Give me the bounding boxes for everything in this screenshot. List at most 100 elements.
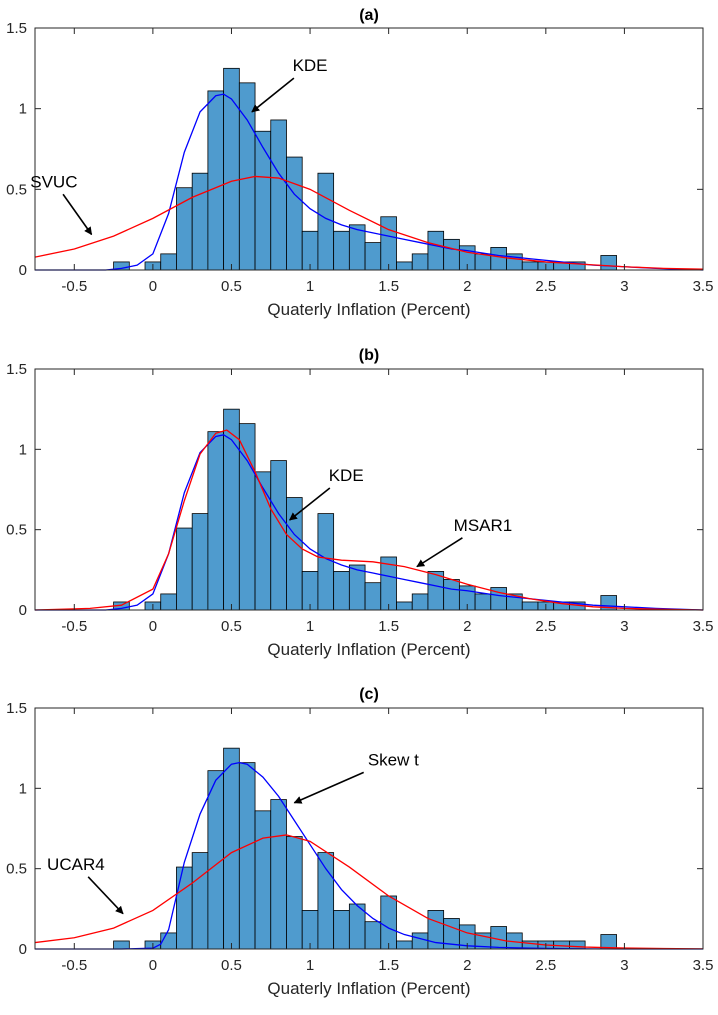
histogram-bar [411, 593, 429, 611]
annotation-label: SVUC [30, 172, 77, 191]
y-tick-label: 0.5 [6, 861, 27, 878]
annotation-arrow [251, 77, 295, 113]
x-tick-label: 2.5 [535, 278, 556, 295]
annotation-label: UCAR4 [47, 855, 105, 874]
histogram-bar [207, 90, 225, 271]
x-tick-label: 0 [149, 618, 157, 635]
x-tick-label: 3 [620, 278, 628, 295]
x-tick-label: 2 [463, 618, 471, 635]
histogram-bar [270, 799, 287, 950]
histogram-bar [474, 253, 492, 271]
histogram-bar [427, 230, 445, 271]
annotation-label: MSAR1 [454, 516, 513, 535]
histogram-bar [364, 582, 382, 611]
histogram-bar [333, 571, 350, 611]
x-tick-label: 1 [306, 618, 314, 635]
histogram-bar [396, 261, 413, 271]
histogram-bars [113, 408, 617, 611]
annotation-skew-t: Skew t [293, 750, 419, 804]
y-tick-label: 0 [19, 602, 27, 619]
x-tick-label: 3 [620, 618, 628, 635]
axes-box [34, 368, 704, 611]
series-line-msar1 [34, 429, 704, 611]
y-tick-label: 0 [19, 941, 27, 958]
histogram-bars [113, 67, 617, 271]
x-tick-label: 3 [620, 957, 628, 974]
x-tick-label: 0.5 [221, 278, 242, 295]
x-tick-label: 3.5 [693, 957, 714, 974]
histogram-bar [176, 866, 193, 950]
annotation-label: Skew t [368, 750, 419, 769]
histogram-bar [191, 513, 209, 611]
histogram-bar [333, 230, 350, 271]
histogram-bar [254, 471, 272, 611]
chart-panel-2: (b) -0.5 0 0.5 1 1.5 2 2.5 3 3.5 0 0.5 1 1.5 Quaterly … [6, 347, 713, 659]
histogram-bar [427, 571, 445, 611]
histogram-bar [317, 852, 335, 950]
histogram-bar [270, 460, 287, 611]
annotation-arrow [87, 876, 124, 915]
histogram-bar [254, 130, 272, 271]
x-tick-label: 1.5 [378, 957, 399, 974]
y-tick-label: 0.5 [6, 522, 27, 539]
annotation-arrow [293, 771, 365, 804]
annotation-label: KDE [293, 56, 328, 75]
histogram-bar [270, 119, 287, 271]
histogram-bar [380, 895, 397, 950]
x-tick-label: -0.5 [61, 618, 87, 635]
x-tick-label: 1.5 [378, 618, 399, 635]
histogram-bar [348, 224, 366, 271]
x-tick-label: 2 [463, 278, 471, 295]
histogram-bar [113, 940, 130, 950]
x-tick-label: -0.5 [61, 278, 87, 295]
y-tick-label: 0 [19, 262, 27, 279]
annotation-arrow [62, 193, 93, 236]
x-tick-label: 0.5 [221, 957, 242, 974]
annotation-ucar4: UCAR4 [47, 855, 124, 915]
annotation-msar1: MSAR1 [416, 516, 513, 568]
histogram-bar [160, 253, 177, 271]
x-tick-label: 0 [149, 957, 157, 974]
axes-box [34, 27, 704, 271]
histogram-bar [286, 836, 303, 950]
histogram-bar [364, 921, 382, 950]
y-tick-label: 1.5 [6, 361, 27, 378]
annotation-kde: KDE [289, 466, 364, 521]
x-tick-label: 2.5 [535, 618, 556, 635]
histogram-bar [364, 242, 382, 271]
x-tick-label: 1.5 [378, 278, 399, 295]
histogram-bar [254, 810, 272, 950]
series-line-skew-t [35, 761, 703, 950]
histogram-bar [443, 579, 460, 611]
histogram-bar [490, 247, 507, 271]
histogram-bar [474, 593, 492, 611]
x-tick-label: 0 [149, 278, 157, 295]
x-axis-label: Quaterly Inflation (Percent) [267, 640, 470, 659]
histogram-bar [396, 601, 413, 611]
annotation-arrow [289, 487, 331, 521]
histogram-bar [443, 238, 460, 271]
y-tick-label: 1 [19, 441, 27, 458]
x-tick-label: 2.5 [535, 957, 556, 974]
chart-title: (b) [359, 347, 379, 364]
histogram-bar [411, 932, 429, 950]
y-tick-label: 1.5 [6, 700, 27, 717]
x-axis-label: Quaterly Inflation (Percent) [267, 300, 470, 319]
series-line-kde [35, 93, 704, 271]
histogram-bar [317, 513, 335, 611]
histogram-bar [207, 431, 225, 611]
histogram-bar [286, 156, 303, 271]
histogram-bar [600, 934, 617, 950]
x-tick-label: 1 [306, 278, 314, 295]
chart-title: (a) [359, 7, 379, 24]
histogram-bar [396, 940, 413, 950]
x-tick-label: 3.5 [693, 618, 714, 635]
histogram-bar [600, 255, 617, 271]
annotation-kde: KDE [251, 56, 328, 113]
histogram-bar [191, 852, 209, 950]
histogram-bar [223, 747, 240, 950]
histogram-bar [348, 564, 366, 611]
histogram-bar [176, 187, 193, 271]
histogram-bar [191, 172, 209, 271]
histogram-bar [160, 593, 177, 611]
